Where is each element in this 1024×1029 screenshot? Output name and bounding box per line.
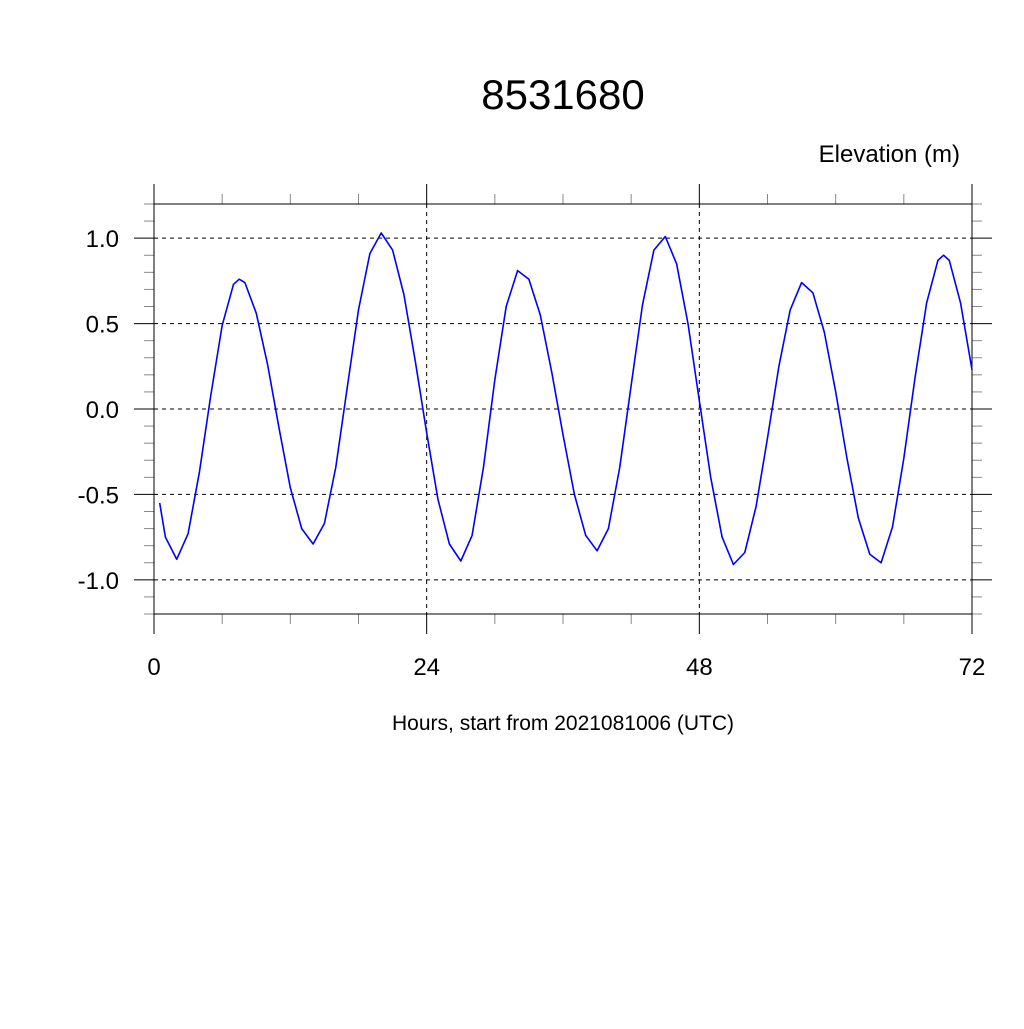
x-tick-label: 0 [147,654,160,681]
y-tick-label: 0.5 [86,312,119,339]
elevation-line [158,232,973,566]
y-tick-label: -0.5 [78,482,119,509]
y-axis-label: Elevation (m) [819,141,960,168]
y-tick-label: -1.0 [78,568,119,595]
x-tick-label: 24 [413,654,440,681]
chart-title: 8531680 [481,71,645,118]
grid-lines [154,204,972,614]
x-tick-label: 48 [686,654,713,681]
series-group [158,232,973,566]
plot-frame [153,203,973,615]
x-axis-label: Hours, start from 2021081006 (UTC) [392,712,734,735]
y-tick-label: 0.0 [86,397,119,424]
tick-labels: 0 24 48 72 1.0 0.5 0.0 -0.5 -1.0 [78,226,986,681]
x-tick-label: 72 [959,654,986,681]
y-tick-label: 1.0 [86,226,119,253]
axis-ticks [134,184,992,634]
